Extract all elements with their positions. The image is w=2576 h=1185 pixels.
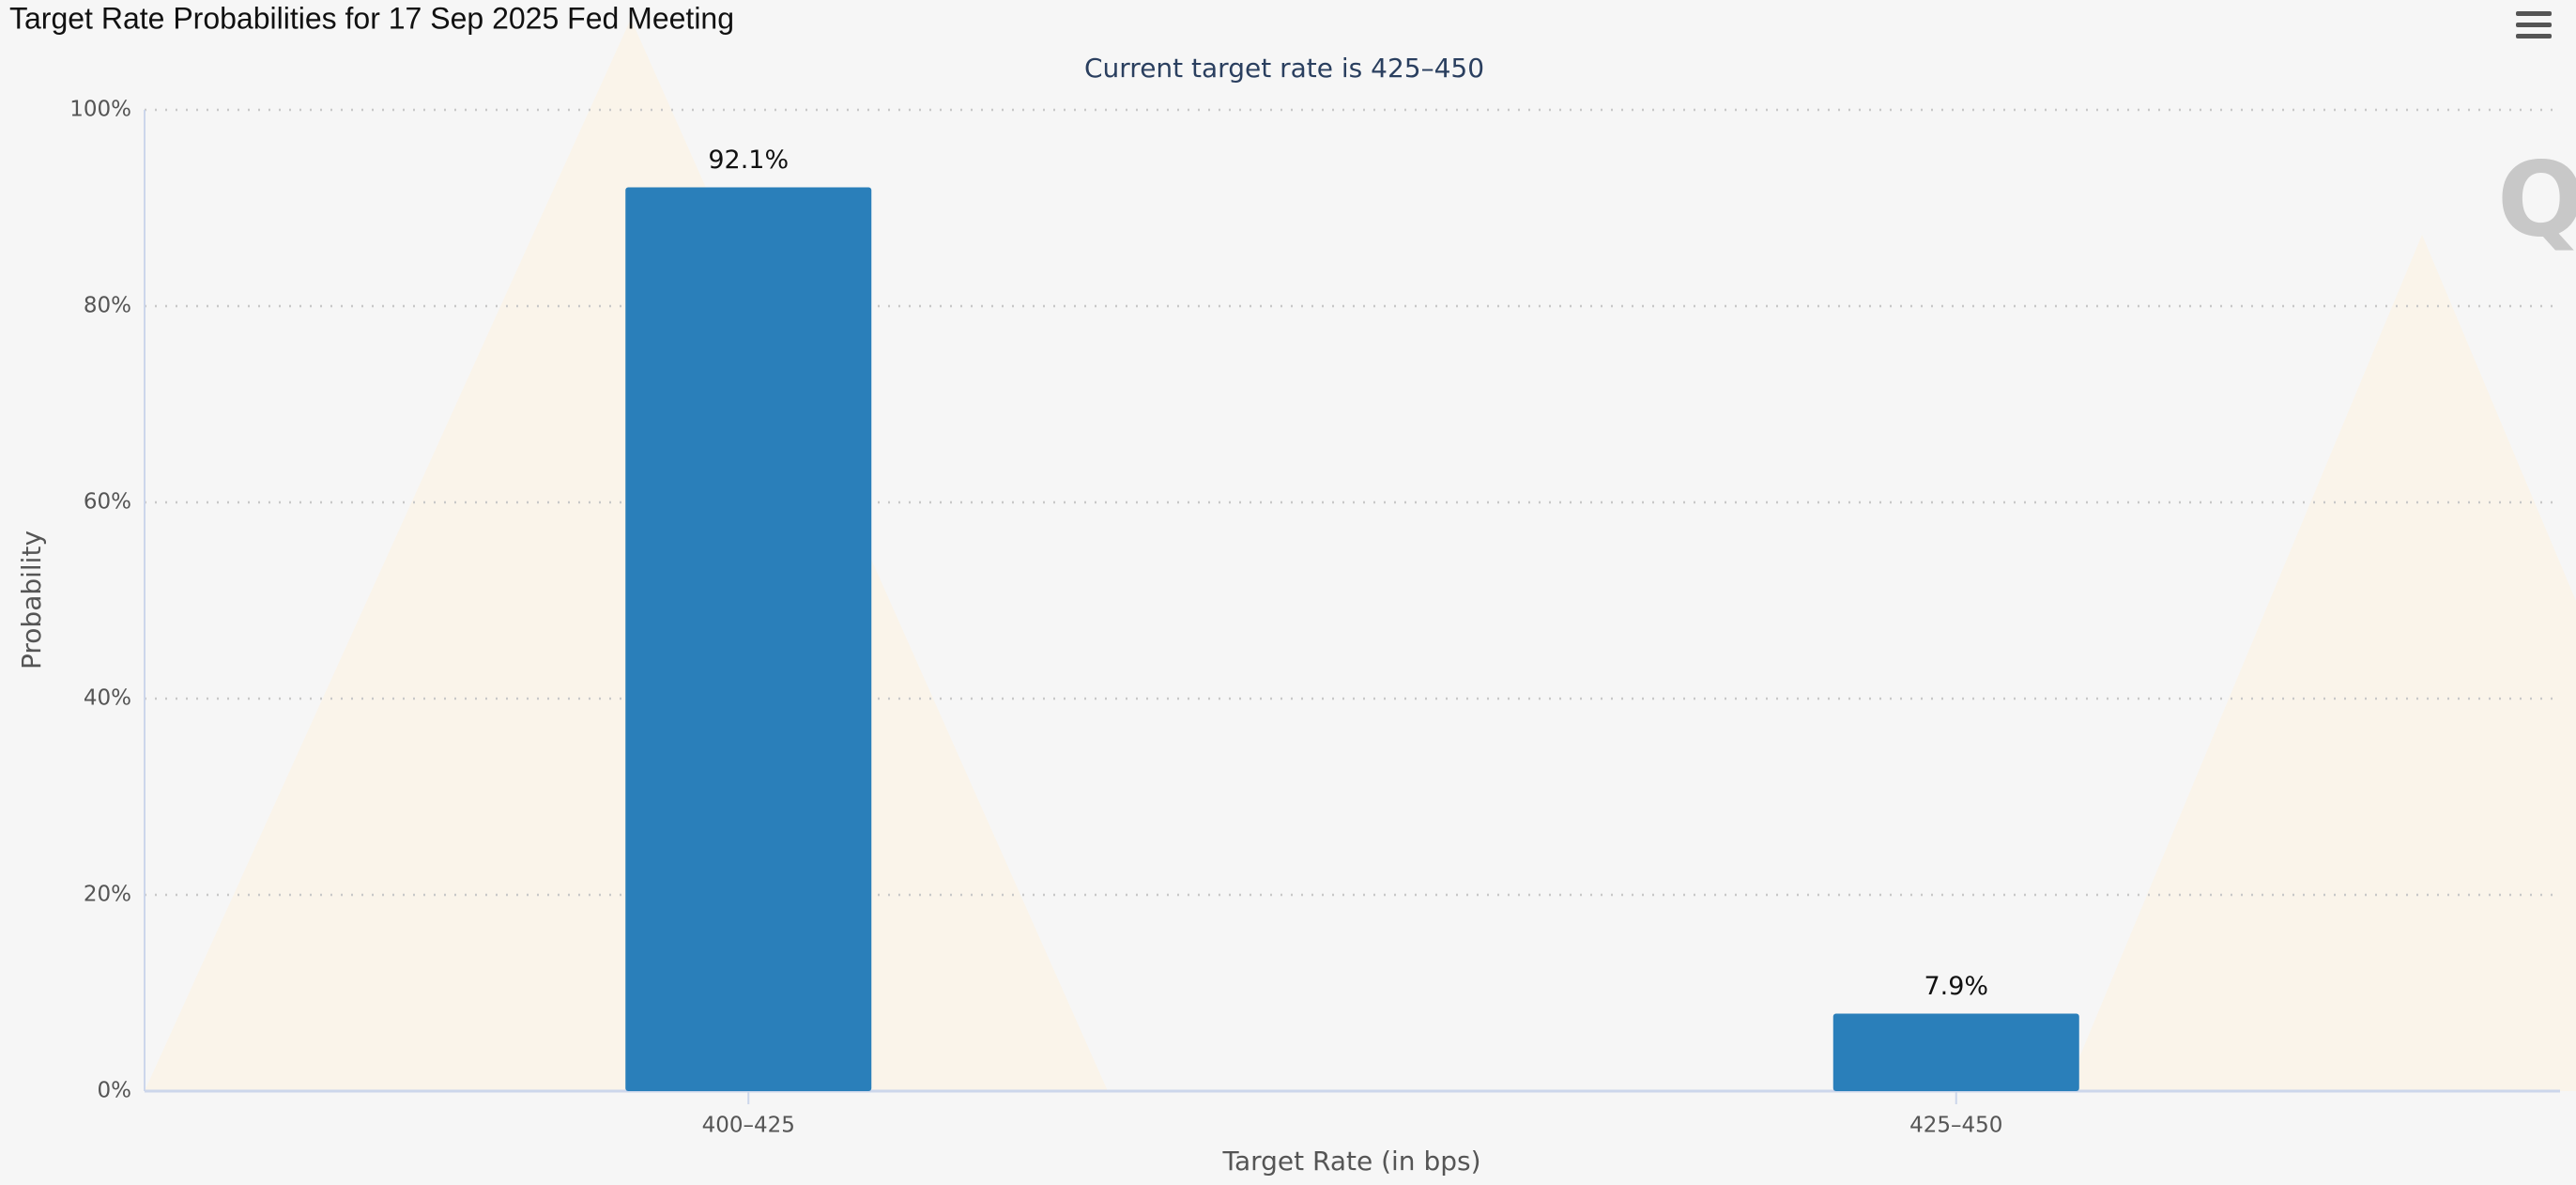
menu-bar[interactable] (2516, 34, 2552, 38)
chart-subtitle: Current target rate is 425–450 (1084, 53, 1484, 84)
y-axis-title: Probability (16, 531, 47, 669)
x-tick-label: 425–450 (1909, 1114, 2002, 1138)
x-axis-title: Target Rate (in bps) (1221, 1146, 1480, 1177)
background-shape (2065, 235, 2576, 1091)
watermark: Q (2497, 139, 2576, 259)
data-label: 7.9% (1924, 972, 1988, 1001)
y-tick-label: 60% (84, 490, 131, 515)
y-tick-label: 80% (84, 294, 131, 318)
data-label: 92.1% (708, 146, 789, 175)
menu-bar[interactable] (2516, 11, 2552, 16)
menu-bar[interactable] (2516, 23, 2552, 27)
bar (1832, 1013, 2079, 1091)
y-tick-label: 100% (69, 98, 131, 122)
menu-button[interactable] (2516, 11, 2552, 38)
y-tick-label: 0% (98, 1079, 132, 1103)
x-tick-label: 400–425 (702, 1114, 795, 1138)
bar (625, 187, 872, 1091)
chart-title: Target Rate Probabilities for 17 Sep 202… (9, 1, 734, 35)
y-tick-label: 20% (84, 883, 131, 907)
y-tick-label: 40% (84, 686, 131, 711)
